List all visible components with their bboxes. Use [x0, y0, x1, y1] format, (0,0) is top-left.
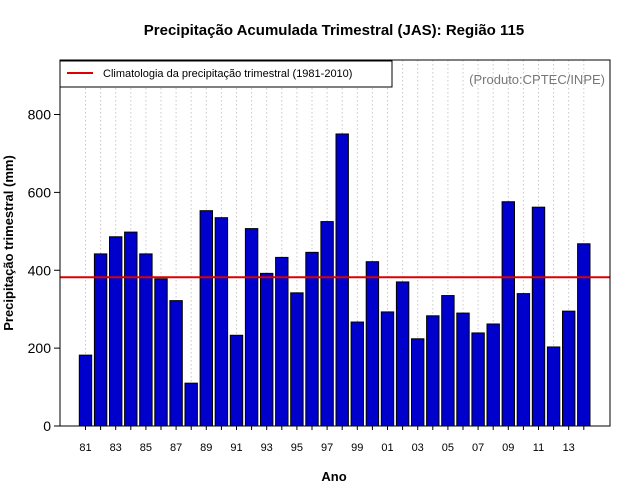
bar-1985 — [139, 253, 153, 427]
x-tick-label: 09 — [502, 442, 514, 454]
bar-2010 — [516, 293, 531, 427]
bar-1992 — [244, 228, 259, 427]
y-tick-label: 800 — [28, 107, 52, 123]
bars — [78, 133, 591, 427]
bar-2011 — [531, 206, 546, 427]
bar-2001 — [380, 311, 395, 427]
bar-2009 — [501, 201, 516, 427]
bar-1983 — [109, 236, 123, 427]
x-axis: 81 83 85 87 89 91 93 95 97 99 01 03 05 07 09 11 13 — [79, 426, 585, 454]
bar-1997 — [320, 221, 334, 427]
y-tick-label: 600 — [28, 184, 52, 200]
x-tick-label: 91 — [230, 442, 242, 454]
bar-2002 — [395, 281, 410, 427]
x-tick-label: 97 — [321, 442, 333, 454]
bar-2013 — [562, 310, 576, 427]
bar-1993 — [260, 272, 274, 427]
y-tick-label: 200 — [28, 340, 52, 356]
x-tick-label: 13 — [563, 442, 575, 454]
legend-label: Climatologia da precipitação trimestral … — [103, 68, 352, 80]
x-tick-label: 81 — [79, 442, 91, 454]
x-tick-label: 89 — [200, 442, 212, 454]
x-tick-label: 05 — [442, 442, 454, 454]
bar-1987 — [169, 300, 183, 427]
bar-1988 — [184, 382, 198, 427]
x-tick-label: 11 — [533, 442, 544, 454]
x-tick-label: 87 — [170, 442, 182, 454]
source-label: (Produto:CPTEC/INPE) — [469, 72, 605, 87]
x-tick-label: 99 — [351, 442, 363, 454]
y-axis-title: Precipitação trimestral (mm) — [1, 155, 16, 331]
y-tick-label: 0 — [43, 418, 51, 434]
x-tick-label: 03 — [412, 442, 424, 454]
bar-1994 — [275, 256, 289, 427]
x-tick-label: 07 — [472, 442, 484, 454]
chart-title: Precipitação Acumulada Trimestral (JAS):… — [144, 22, 524, 39]
bar-1990 — [214, 217, 229, 427]
x-tick-label: 93 — [261, 442, 273, 454]
bar-2005 — [441, 295, 455, 427]
y-axis: 0 200 400 600 800 — [28, 107, 60, 434]
bar-2014 — [577, 243, 591, 427]
bar-1991 — [229, 334, 244, 427]
x-tick-label: 95 — [291, 442, 303, 454]
bar-2008 — [486, 323, 500, 427]
x-axis-title: Ano — [321, 469, 346, 484]
bar-2004 — [426, 315, 440, 427]
y-tick-label: 400 — [28, 262, 52, 278]
bar-2000 — [365, 261, 380, 427]
bar-1986 — [154, 278, 168, 427]
bar-1981 — [78, 354, 93, 427]
plot-frame — [59, 59, 611, 427]
bar-2007 — [471, 332, 485, 427]
bar-1982 — [93, 253, 108, 427]
bar-1995 — [290, 292, 304, 427]
bar-1999 — [350, 321, 365, 427]
bar-2012 — [546, 346, 561, 427]
bar-1989 — [199, 210, 214, 427]
bar-2003 — [411, 338, 425, 427]
bar-2006 — [456, 312, 470, 427]
bar-1984 — [124, 231, 138, 427]
x-tick-label: 85 — [140, 442, 152, 454]
legend-box — [59, 60, 393, 88]
bar-1996 — [305, 251, 319, 427]
x-tick-label: 83 — [110, 442, 122, 454]
x-tick-label: 01 — [381, 442, 393, 454]
bar-1998 — [335, 133, 349, 427]
legend: Climatologia da precipitação trimestral … — [59, 60, 393, 88]
